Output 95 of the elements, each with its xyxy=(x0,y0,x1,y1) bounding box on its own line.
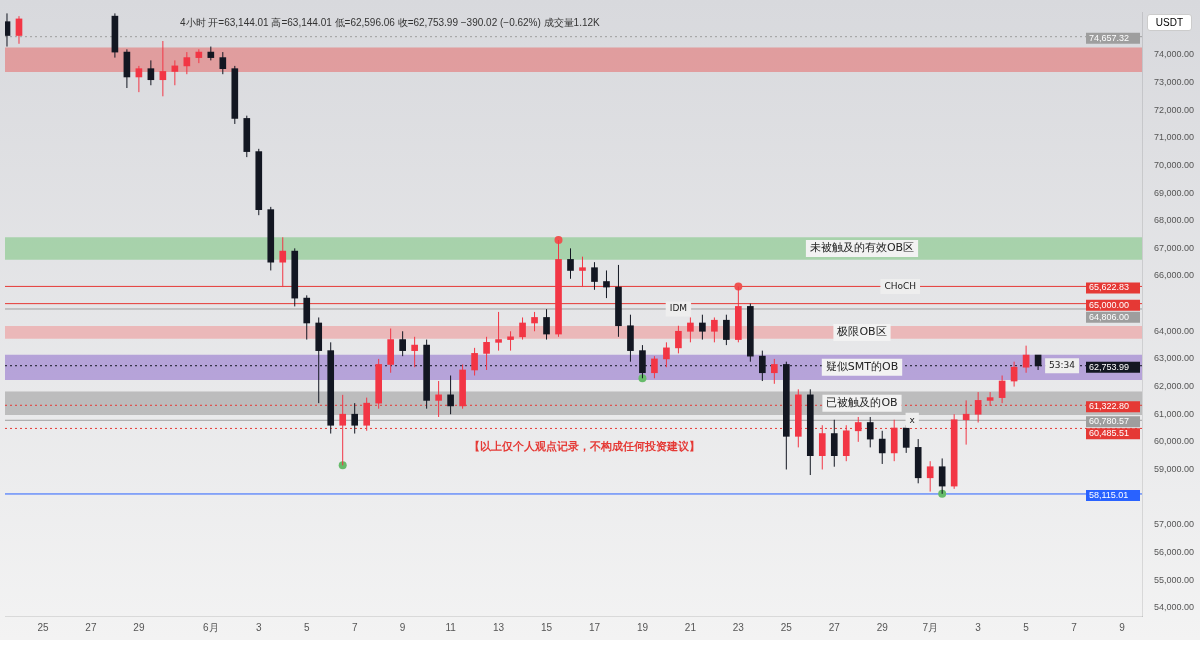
candlestick xyxy=(794,388,802,448)
y-tick-label: 56,000.00 xyxy=(1154,546,1195,557)
candlestick xyxy=(938,457,946,495)
candlestick xyxy=(591,261,598,291)
band-label: 已被触及的OB xyxy=(826,396,898,410)
candlestick xyxy=(495,311,502,352)
candlestick xyxy=(711,316,718,343)
x-tick-label: 3 xyxy=(256,621,262,633)
y-tick-label: 61,000.00 xyxy=(1154,408,1195,419)
candlestick xyxy=(699,314,706,341)
x-tick-label: 13 xyxy=(493,621,505,633)
y-tick-label: 66,000.00 xyxy=(1154,270,1195,281)
y-tick-label: 67,000.00 xyxy=(1154,242,1195,253)
candlestick xyxy=(687,316,694,343)
x-tick-label: 11 xyxy=(445,621,457,633)
y-tick-label: 68,000.00 xyxy=(1154,215,1195,226)
y-tick-label: 72,000.00 xyxy=(1154,104,1195,115)
y-axis-title: USDT xyxy=(1146,14,1192,31)
candlestick xyxy=(723,314,730,346)
x-tick-label: 27 xyxy=(85,621,97,633)
x-tick-label: 17 xyxy=(588,621,601,633)
y-tick-label: 69,000.00 xyxy=(1154,187,1195,198)
candlestick xyxy=(770,358,778,385)
candlestick xyxy=(854,416,862,443)
y-tick-label: 60,000.00 xyxy=(1154,436,1195,447)
candlestick xyxy=(914,438,922,484)
x-tick-label: 9 xyxy=(399,621,406,633)
candlestick xyxy=(567,247,574,280)
annotation: 【以上仅个人观点记录，不构成任何投资建议】 xyxy=(469,439,701,453)
y-tick-label: 74,000.00 xyxy=(1154,49,1195,60)
band-label: 极限OB区 xyxy=(836,325,887,339)
candlestick xyxy=(267,206,275,271)
ref-line-label: 64,806.00 xyxy=(1089,311,1130,322)
ref-line-label: 60,485.51 xyxy=(1089,428,1130,439)
y-tick-label: 55,000.00 xyxy=(1154,574,1195,585)
candlestick xyxy=(255,148,263,216)
ref-line-label: 62,753.99 xyxy=(1089,361,1130,372)
x-tick-label: 5 xyxy=(303,621,310,633)
y-tick-label: 59,000.00 xyxy=(1154,463,1195,474)
x-tick-label: 29 xyxy=(133,621,145,633)
candlestick xyxy=(818,424,826,470)
y-tick-label: 54,000.00 xyxy=(1154,602,1195,613)
y-tick-label: 73,000.00 xyxy=(1154,76,1195,87)
y-tick-label: 71,000.00 xyxy=(1154,132,1195,143)
candlestick xyxy=(351,402,359,435)
annotation: 53:34 xyxy=(1049,360,1076,371)
point xyxy=(938,489,947,498)
x-tick-label: 6月 xyxy=(203,621,219,633)
x-tick-label: 5 xyxy=(1023,621,1030,633)
annotation: x xyxy=(909,414,916,425)
ref-line-label: 65,622.83 xyxy=(1089,282,1130,293)
candlestick xyxy=(387,328,394,374)
band-label: 疑似SMT的OB xyxy=(825,360,899,374)
x-tick-label: 27 xyxy=(828,621,841,633)
ref-line-label: 58,115.01 xyxy=(1089,489,1129,500)
x-tick-label: 7月 xyxy=(922,621,938,633)
annotation: IDM xyxy=(669,303,688,314)
candlestick xyxy=(926,460,934,493)
x-tick-label: 25 xyxy=(780,621,793,633)
candlestick xyxy=(842,424,850,462)
x-tick-label: 3 xyxy=(975,621,982,633)
candlestick xyxy=(579,256,586,288)
point xyxy=(638,374,647,383)
candlestick xyxy=(830,419,838,468)
y-tick-label: 64,000.00 xyxy=(1154,325,1195,336)
x-tick-label: 25 xyxy=(37,621,49,633)
candlestick xyxy=(399,330,406,357)
x-tick-label: 21 xyxy=(684,621,697,633)
candlestick xyxy=(483,336,490,371)
point xyxy=(338,461,347,470)
x-tick-label: 29 xyxy=(876,621,889,633)
y-tick-label: 57,000.00 xyxy=(1154,519,1195,530)
x-tick-label: 15 xyxy=(540,621,553,633)
candlestick xyxy=(555,239,562,338)
candlestick xyxy=(231,65,239,125)
ref-line-label: 61,322.80 xyxy=(1089,401,1130,412)
x-tick-label: 19 xyxy=(636,621,649,633)
x-tick-label: 9 xyxy=(1119,621,1126,633)
text: 4小时 开=63,144.01 高=63,144.01 低=62,596.06 收=62,753.99 −390.02 (−0.62%) 成交量1.12K xyxy=(180,16,600,30)
x-tick-label: 7 xyxy=(1071,621,1078,633)
candlestick xyxy=(243,115,251,158)
y-tick-label: 63,000.00 xyxy=(1154,353,1195,364)
ref-line-label: 65,000.00 xyxy=(1089,299,1130,310)
ref-line-label: 60,780.57 xyxy=(1089,416,1130,427)
band-label: 未被触及的有效OB区 xyxy=(809,241,915,255)
candlestick xyxy=(363,397,371,432)
candlestick xyxy=(219,51,227,75)
y-tick-label: 62,000.00 xyxy=(1154,381,1195,392)
ref-line-label: 74,657.32 xyxy=(1089,32,1130,43)
x-tick-label: 7 xyxy=(351,621,358,633)
candlestick xyxy=(627,314,634,363)
annotation: CHoCH xyxy=(884,280,917,291)
candlestick xyxy=(507,330,514,352)
y-tick-label: 70,000.00 xyxy=(1154,159,1195,170)
x-tick-label: 23 xyxy=(732,621,745,633)
